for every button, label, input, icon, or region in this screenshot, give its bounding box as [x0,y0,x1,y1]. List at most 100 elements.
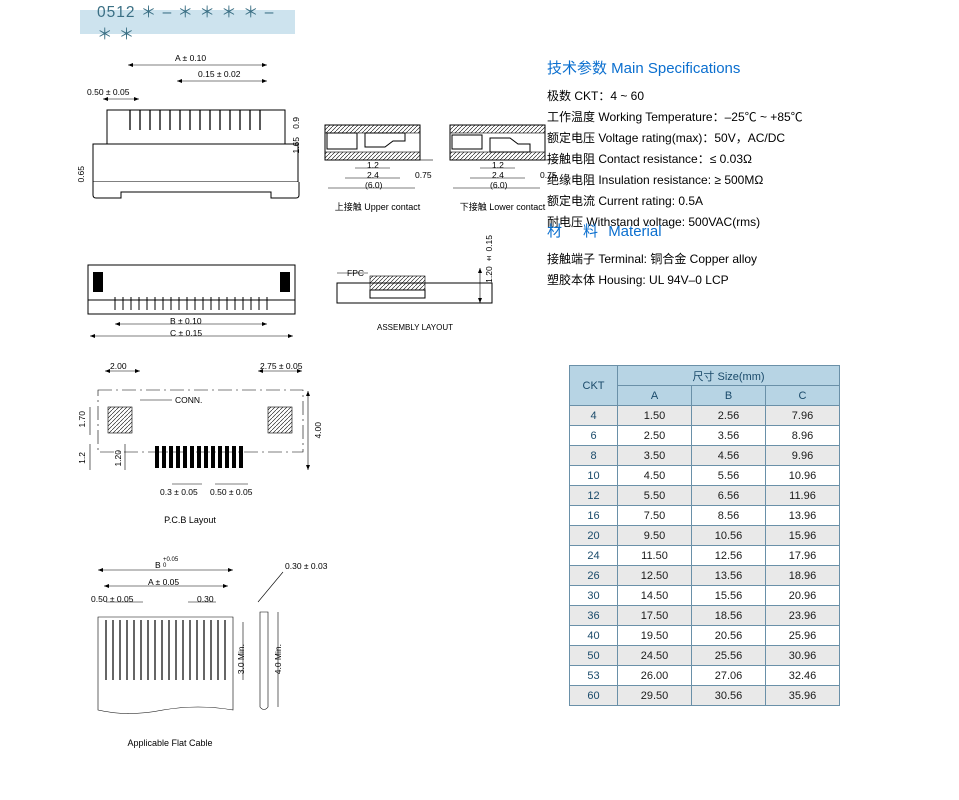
dim-cable-a: A ± 0.05 [148,577,179,587]
table-cell: 26 [570,566,618,586]
table-cell: 19.50 [618,626,692,646]
table-cell: 27.06 [692,666,766,686]
dim-pcb-275: 2.75 ± 0.05 [260,361,302,371]
table-row: 4019.5020.5625.96 [570,626,840,646]
dim-cable-h2: 4.0 Min. [273,644,283,674]
spec-line: 额定电流 Current rating: 0.5A [547,191,917,212]
dim-pcb-12: 1.2 [77,452,87,464]
th-c: C [766,386,840,406]
cap-cable: Applicable Flat Cable [105,738,235,748]
table-cell: 35.96 [766,686,840,706]
th-a: A [618,386,692,406]
table-cell: 11.96 [766,486,840,506]
table-cell: 25.96 [766,626,840,646]
table-cell: 25.56 [692,646,766,666]
table-cell: 53 [570,666,618,686]
table-row: 62.503.568.96 [570,426,840,446]
dim-h-065: 0.65 [76,166,86,183]
table-cell: 12 [570,486,618,506]
table-cell: 10.96 [766,466,840,486]
dim-upper-075: 0.75 [415,170,432,180]
table-cell: 15.96 [766,526,840,546]
table-row: 6029.5030.5635.96 [570,686,840,706]
dim-pcb-400: 4.00 [313,422,323,439]
dim-assy-h: 1.20 ± 0.15 [484,235,494,283]
lbl-fpc: FPC [347,268,364,278]
cap-pcb: P.C.B Layout [130,515,250,525]
dim-cable-pitch: 0.50 ± 0.05 [91,594,133,604]
diagram-cable [88,552,288,727]
dim-pitch015: 0.15 ± 0.02 [198,69,240,79]
dim-upper-12: 1.2 [367,160,379,170]
material-block: 材 料 Material 接触端子 Terminal: 铜合金 Copper a… [547,220,897,291]
cap-upper: 上接触 Upper contact [330,200,425,213]
table-cell: 10.56 [692,526,766,546]
dim-a: A ± 0.10 [175,53,206,63]
part-number-header: 0512 ＊ – ＊ ＊ ＊ ＊ – ＊ ＊ [80,10,295,34]
dim-upper-60: (6.0) [365,180,382,190]
table-row: 83.504.569.96 [570,446,840,466]
material-title: 材 料 Material [547,220,897,241]
table-cell: 17.50 [618,606,692,626]
dim-pcb-050: 0.50 ± 0.05 [210,487,252,497]
dim-lower-12: 1.2 [492,160,504,170]
specs-block: 技术参数 Main Specifications 极数 CKT：4 ~ 60 工… [547,57,917,233]
table-cell: 12.50 [618,566,692,586]
table-cell: 9.96 [766,446,840,466]
table-cell: 20 [570,526,618,546]
dim-cable-w: 0.30 [197,594,214,604]
table-cell: 10 [570,466,618,486]
dim-pcb-120: 1.20 [113,450,123,467]
table-cell: 50 [570,646,618,666]
table-cell: 17.96 [766,546,840,566]
table-cell: 26.00 [618,666,692,686]
table-cell: 18.96 [766,566,840,586]
table-cell: 4.50 [618,466,692,486]
table-cell: 20.56 [692,626,766,646]
dim-pcb-03: 0.3 ± 0.05 [160,487,198,497]
table-cell: 6.56 [692,486,766,506]
table-cell: 11.50 [618,546,692,566]
dim-pcb-170: 1.70 [77,411,87,428]
dim-lower-60: (6.0) [490,180,507,190]
cap-lower: 下接触 Lower contact [455,200,550,213]
table-cell: 30 [570,586,618,606]
table-cell: 15.56 [692,586,766,606]
table-row: 167.508.5613.96 [570,506,840,526]
table-cell: 7.96 [766,406,840,426]
material-line: 接触端子 Terminal: 铜合金 Copper alloy [547,249,897,270]
table-cell: 60 [570,686,618,706]
table-row: 5024.5025.5630.96 [570,646,840,666]
table-cell: 4 [570,406,618,426]
table-cell: 8.96 [766,426,840,446]
table-cell: 30.56 [692,686,766,706]
table-cell: 16 [570,506,618,526]
table-row: 104.505.5610.96 [570,466,840,486]
th-ckt: CKT [570,366,618,406]
table-row: 5326.0027.0632.46 [570,666,840,686]
dim-lower-24: 2.4 [492,170,504,180]
table-cell: 1.50 [618,406,692,426]
dim-cable-h1: 3.0 Min. [236,644,246,674]
diagram-top-profile [80,55,310,210]
specs-title: 技术参数 Main Specifications [547,57,917,78]
dim-pcb-200: 2.00 [110,361,127,371]
table-row: 2411.5012.5617.96 [570,546,840,566]
spec-line: 额定电压 Voltage rating(max)：50V，AC/DC [547,128,917,149]
dim-cable-b: B [155,560,161,570]
table-cell: 13.56 [692,566,766,586]
table-cell: 3.56 [692,426,766,446]
table-cell: 24.50 [618,646,692,666]
table-cell: 18.56 [692,606,766,626]
spec-line: 接触电阻 Contact resistance：≤ 0.03Ω [547,149,917,170]
table-cell: 13.96 [766,506,840,526]
table-row: 3617.5018.5623.96 [570,606,840,626]
table-cell: 9.50 [618,526,692,546]
dim-h-165: 1.65 [291,137,301,154]
table-cell: 2.50 [618,426,692,446]
table-cell: 4.56 [692,446,766,466]
dim-b: B ± 0.10 [170,316,202,326]
diagram-pcb [80,358,325,533]
table-cell: 5.50 [618,486,692,506]
table-cell: 30.96 [766,646,840,666]
